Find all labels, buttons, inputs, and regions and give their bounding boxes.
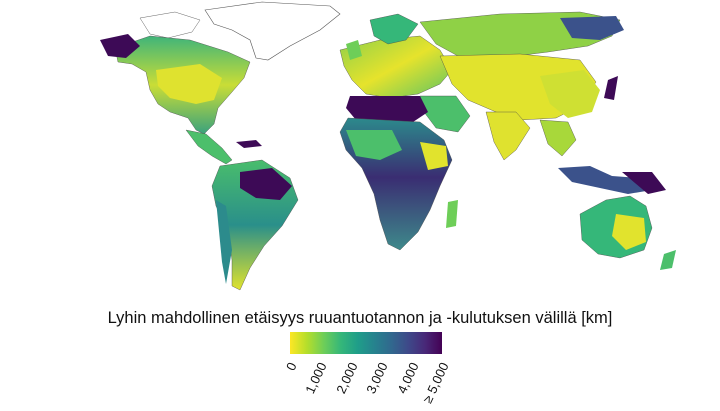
colorbar-tick-label: ≥ 5,000: [419, 360, 452, 406]
andes-west: [216, 200, 232, 284]
indonesia: [558, 166, 652, 194]
colorbar-tick-label: 1,000: [302, 360, 330, 396]
madagascar: [446, 200, 458, 228]
sahel-west: [346, 130, 402, 160]
amazon-basin: [240, 168, 292, 200]
central-america: [185, 129, 233, 165]
greenland-outline: [204, 1, 341, 61]
world-map: [100, 1, 676, 291]
colorbar-tick-label: 0: [282, 360, 300, 373]
colorbar-tick-label: 2,000: [333, 360, 361, 396]
uk-ireland: [346, 40, 362, 60]
siberia-east: [560, 16, 624, 40]
arctic-islands-outline: [139, 11, 201, 39]
north-america-plains: [156, 64, 222, 104]
colorbar-gradient: [290, 332, 442, 354]
southeast-asia: [539, 119, 577, 157]
legend-title: Lyhin mahdollinen etäisyys ruuantuotanno…: [107, 309, 613, 327]
europe: [339, 35, 453, 99]
alaska: [100, 34, 140, 58]
japan: [604, 76, 618, 100]
scandinavia: [369, 13, 419, 45]
papua: [622, 172, 666, 194]
colorbar-tick-label: 3,000: [363, 360, 391, 396]
india: [485, 111, 531, 161]
china-east: [540, 70, 600, 118]
colorbar: [290, 332, 442, 354]
colorbar-tick-label: 4,000: [393, 360, 422, 396]
ethiopia: [420, 142, 448, 170]
australia-east: [612, 214, 646, 250]
new-zealand: [660, 250, 676, 270]
middle-east: [419, 95, 471, 133]
caribbean: [236, 140, 262, 148]
